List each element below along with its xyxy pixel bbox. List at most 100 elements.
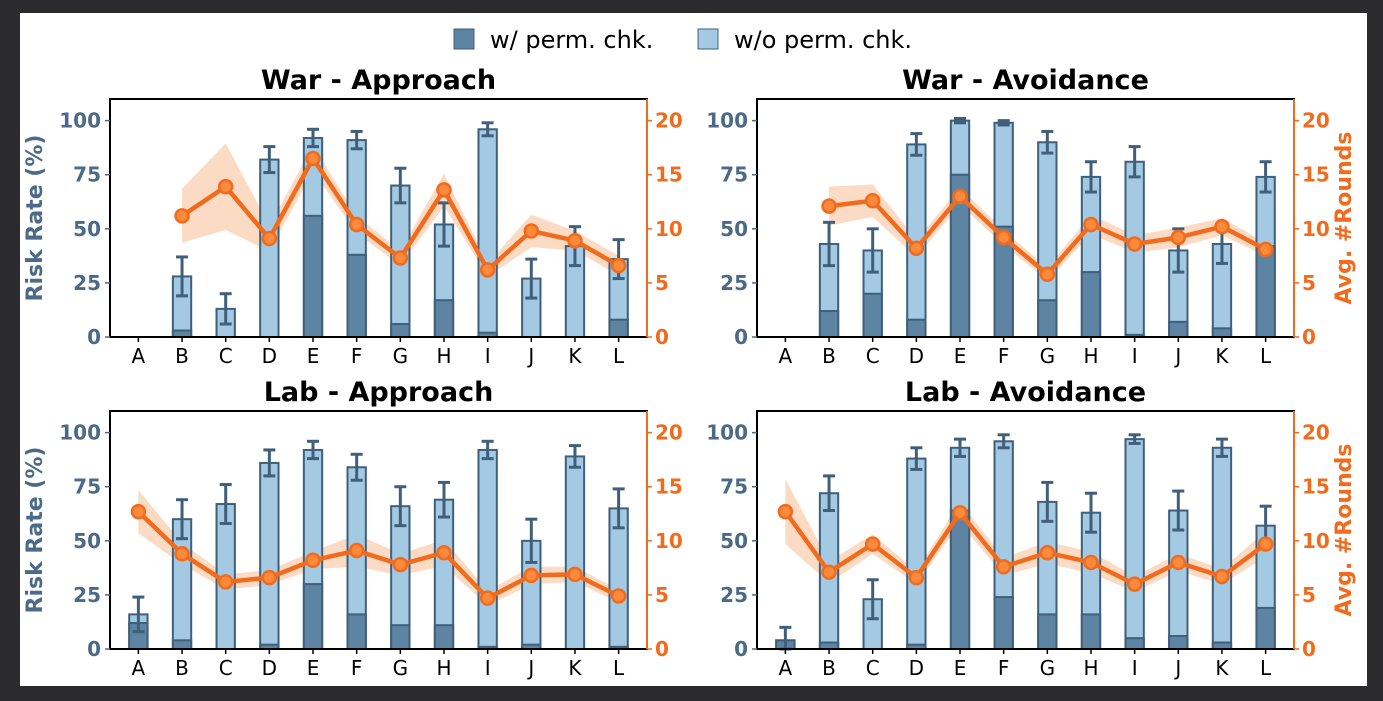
y2-axis-label: Avg. #Rounds bbox=[1332, 443, 1357, 616]
x-tick-label: D bbox=[262, 656, 277, 680]
rounds-point bbox=[821, 198, 837, 214]
x-tick-label: C bbox=[866, 344, 880, 368]
y2-tick-label: 20 bbox=[1302, 421, 1330, 445]
rounds-point bbox=[436, 182, 452, 198]
x-tick-label: A bbox=[779, 344, 793, 368]
rounds-point bbox=[610, 257, 627, 274]
y-tick-label: 100 bbox=[59, 421, 101, 445]
rounds-point bbox=[567, 232, 583, 249]
bar-with-perm bbox=[1168, 320, 1189, 339]
rounds-band bbox=[138, 489, 619, 606]
x-tick-label: L bbox=[1260, 344, 1272, 368]
bar-without-perm bbox=[259, 461, 280, 650]
bar-with-perm bbox=[906, 318, 927, 339]
figure: w/ perm. chk. w/o perm. chk. War - Appro… bbox=[20, 13, 1367, 686]
x-tick-label: L bbox=[1260, 656, 1272, 680]
y2-tick-label: 10 bbox=[655, 217, 683, 241]
rounds-point bbox=[174, 208, 190, 224]
bar-with-perm bbox=[1037, 613, 1058, 651]
bar-without-perm bbox=[477, 448, 498, 651]
y-tick-label: 0 bbox=[87, 637, 101, 661]
rounds-point bbox=[174, 546, 190, 562]
x-tick-label: I bbox=[1132, 656, 1138, 680]
x-tick-label: K bbox=[1215, 656, 1229, 680]
bar-with-perm bbox=[1124, 637, 1145, 651]
y2-tick-label: 15 bbox=[655, 475, 683, 499]
bar-with-perm bbox=[993, 596, 1014, 651]
y-tick-label: 75 bbox=[720, 163, 748, 187]
rounds-point bbox=[1126, 576, 1143, 592]
rounds-point bbox=[952, 188, 968, 205]
x-tick-label: G bbox=[1040, 344, 1056, 368]
bar-with-perm bbox=[433, 624, 455, 651]
x-tick-label: F bbox=[351, 344, 363, 368]
x-tick-label: C bbox=[219, 344, 233, 368]
x-tick-label: G bbox=[393, 656, 409, 680]
bar-with-perm bbox=[1255, 245, 1276, 338]
rounds-band bbox=[785, 479, 1266, 592]
legend-label-without-perm: w/o perm. chk. bbox=[734, 26, 912, 54]
rounds-point bbox=[864, 536, 881, 552]
bar-with-perm bbox=[949, 509, 971, 651]
x-tick-label: H bbox=[1083, 344, 1098, 368]
x-tick-label: D bbox=[262, 344, 277, 368]
rounds-point bbox=[217, 574, 234, 590]
y-axis-label: Risk Rate (%) bbox=[23, 135, 48, 302]
y-axis-label: Risk Rate (%) bbox=[23, 447, 48, 614]
rounds-point bbox=[1039, 544, 1056, 561]
x-tick-label: B bbox=[175, 344, 189, 368]
y-tick-label: 100 bbox=[706, 109, 748, 133]
x-tick-label: G bbox=[393, 344, 409, 368]
chart-panel: War - Approach A B C D E F G H I J K L 0 25 50 75 100 0 5 10… bbox=[23, 65, 683, 368]
bar-without-perm bbox=[564, 455, 586, 650]
x-tick-label: B bbox=[822, 656, 836, 680]
chart-title: War - Approach bbox=[261, 65, 496, 96]
bar-without-perm bbox=[608, 507, 629, 651]
x-tick-label: F bbox=[998, 656, 1010, 680]
chart-panel: War - Avoidance A B C D E F G H I J K L 0 25 50 75 100 0 5 1… bbox=[706, 65, 1357, 368]
x-tick-label: H bbox=[436, 656, 451, 680]
x-tick-label: B bbox=[175, 656, 189, 680]
rounds-point bbox=[436, 544, 452, 561]
y2-tick-label: 5 bbox=[1302, 583, 1316, 607]
y2-tick-label: 15 bbox=[655, 163, 683, 187]
x-tick-label: G bbox=[1040, 656, 1056, 680]
chart-title: War - Avoidance bbox=[902, 65, 1149, 96]
y2-tick-label: 15 bbox=[1302, 475, 1330, 499]
bar-with-perm bbox=[1080, 613, 1102, 651]
y2-tick-label: 5 bbox=[655, 583, 669, 607]
rounds-point bbox=[479, 262, 496, 278]
chart-title: Lab - Approach bbox=[264, 377, 494, 408]
chart-panel: Lab - Approach A B C D E F G H I J K L 0 25 50 75 100 0 5 10… bbox=[23, 377, 683, 680]
y2-tick-label: 20 bbox=[655, 109, 683, 133]
x-tick-label: B bbox=[822, 344, 836, 368]
legend-label-with-perm: w/ perm. chk. bbox=[490, 26, 653, 54]
x-tick-label: A bbox=[132, 344, 146, 368]
bar-without-perm bbox=[906, 457, 927, 650]
y-tick-label: 0 bbox=[734, 325, 748, 349]
bar-with-perm bbox=[171, 639, 193, 651]
y-tick-label: 75 bbox=[73, 163, 101, 187]
x-tick-label: J bbox=[526, 344, 534, 368]
rounds-point bbox=[348, 542, 365, 559]
rounds-point bbox=[1039, 266, 1056, 283]
y-tick-label: 50 bbox=[720, 529, 748, 553]
y2-tick-label: 10 bbox=[655, 529, 683, 553]
x-tick-label: J bbox=[1173, 344, 1181, 368]
x-tick-label: K bbox=[568, 656, 582, 680]
x-tick-label: A bbox=[132, 656, 146, 680]
y-tick-label: 25 bbox=[73, 271, 101, 295]
x-tick-label: F bbox=[998, 344, 1010, 368]
rounds-point bbox=[479, 590, 496, 606]
x-tick-label: J bbox=[1173, 656, 1181, 680]
y-tick-label: 25 bbox=[720, 583, 748, 607]
rounds-point bbox=[908, 569, 925, 586]
rounds-point bbox=[821, 564, 837, 580]
rounds-point bbox=[217, 178, 234, 195]
bar-with-perm bbox=[346, 253, 367, 338]
x-tick-label: I bbox=[485, 656, 491, 680]
rounds-point bbox=[1083, 216, 1099, 233]
rounds-point bbox=[130, 503, 147, 520]
x-tick-label: A bbox=[779, 656, 793, 680]
